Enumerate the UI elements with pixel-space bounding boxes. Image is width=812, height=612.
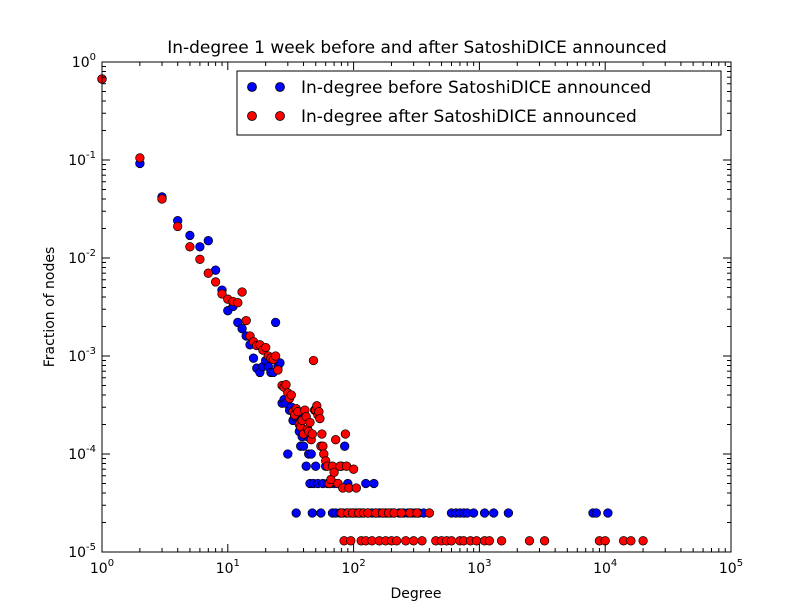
legend: In-degree before SatoshiDICE announced I… <box>236 70 722 136</box>
data-point <box>311 461 321 471</box>
data-point <box>524 536 535 546</box>
data-point <box>346 536 356 546</box>
data-point <box>348 464 359 474</box>
legend-marker-before <box>275 82 285 92</box>
data-point <box>283 449 293 459</box>
data-point <box>468 508 479 518</box>
y-tick-label: 10-1 <box>68 150 96 169</box>
data-point <box>363 508 373 518</box>
legend-marker-after <box>247 111 257 121</box>
data-point <box>185 242 195 252</box>
data-point <box>195 254 205 264</box>
data-point <box>340 429 351 439</box>
data-point <box>484 536 495 546</box>
x-tick-label: 105 <box>719 558 743 577</box>
data-point <box>603 508 613 518</box>
x-tick-label: 103 <box>467 558 491 577</box>
data-point <box>270 351 281 361</box>
data-point <box>479 508 490 518</box>
data-point <box>539 536 550 546</box>
data-point <box>392 536 402 546</box>
x-axis-label: Degree <box>391 586 442 602</box>
data-point <box>446 536 457 546</box>
data-point <box>424 508 434 518</box>
data-point <box>471 536 482 546</box>
data-point <box>203 236 213 246</box>
data-point <box>316 508 326 518</box>
data-point <box>318 441 328 451</box>
data-point <box>291 508 301 518</box>
data-point <box>241 315 251 326</box>
data-point <box>135 153 145 163</box>
data-point <box>248 353 259 363</box>
data-point <box>307 508 317 518</box>
data-point <box>600 536 610 546</box>
data-point <box>273 365 283 375</box>
data-point <box>237 287 247 297</box>
data-point <box>638 536 648 546</box>
plot-frame <box>101 61 732 553</box>
data-point <box>195 242 205 252</box>
y-tick-label: 10-2 <box>68 248 96 267</box>
data-point <box>503 508 514 518</box>
legend-marker-after <box>275 111 285 121</box>
y-tick-label: 10-4 <box>68 444 96 463</box>
x-tick-label: 102 <box>341 558 365 577</box>
data-point <box>203 268 213 278</box>
data-point <box>340 441 350 451</box>
data-point <box>298 441 309 451</box>
data-point <box>401 536 411 546</box>
data-point <box>173 221 183 232</box>
data-point <box>210 277 221 287</box>
data-point <box>591 508 601 518</box>
data-point <box>331 435 341 445</box>
data-point <box>233 298 243 308</box>
legend-box <box>236 70 722 136</box>
series-1 <box>97 74 648 546</box>
chart-title: In-degree 1 week before and after Satosh… <box>167 38 667 58</box>
data-point <box>305 417 315 428</box>
data-point <box>317 429 327 439</box>
x-tick-label: 101 <box>216 558 240 577</box>
data-point <box>408 536 419 546</box>
legend-label-after: In-degree after SatoshiDICE announced <box>301 107 637 127</box>
data-point <box>308 355 319 366</box>
data-point <box>626 536 636 546</box>
data-point <box>261 342 271 353</box>
x-tick-label: 104 <box>593 558 617 577</box>
data-point <box>412 508 422 518</box>
legend-marker-before <box>247 82 257 92</box>
data-point <box>301 461 311 471</box>
data-point <box>396 508 407 518</box>
x-tick-label: 100 <box>90 558 114 577</box>
data-point <box>217 289 227 299</box>
legend-label-before: In-degree before SatoshiDICE announced <box>301 78 651 98</box>
data-point <box>496 536 507 546</box>
data-point <box>489 508 499 518</box>
data-point <box>417 536 427 546</box>
y-tick-label: 10-3 <box>68 346 96 365</box>
data-point <box>185 230 195 241</box>
data-point <box>286 390 296 400</box>
points-layer <box>97 74 648 546</box>
data-point <box>369 478 379 489</box>
data-point <box>361 478 371 489</box>
data-point <box>307 429 317 439</box>
y-tick-label: 100 <box>72 52 96 71</box>
y-axis-label: Fraction of nodes <box>42 247 58 368</box>
data-point <box>270 317 281 328</box>
data-point <box>306 449 316 459</box>
data-point <box>157 194 167 204</box>
data-point <box>315 413 325 424</box>
plot-area <box>102 62 731 552</box>
data-point <box>281 380 291 390</box>
data-point <box>351 483 361 493</box>
data-point <box>329 467 339 477</box>
y-tick-label: 10-5 <box>68 542 96 561</box>
ticks-layer: 100 101 102 103 104 105 10-5 10-4 10-3 10-2 10-1 10… <box>68 52 743 577</box>
data-point <box>237 324 247 334</box>
